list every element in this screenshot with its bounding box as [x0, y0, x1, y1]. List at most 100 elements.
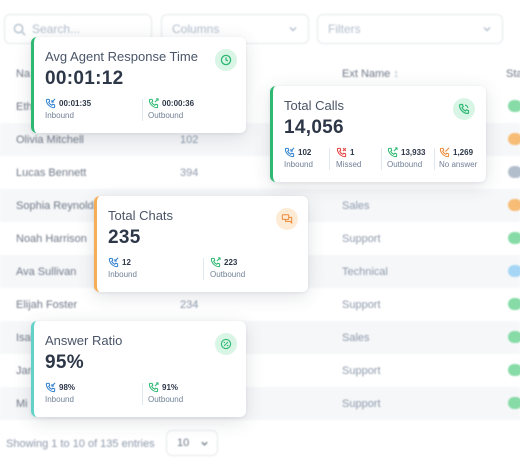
phone-inbound-icon [108, 257, 119, 268]
status-icon [508, 397, 520, 409]
outbound-value: 00:00:36 [162, 99, 195, 108]
outbound-label: Outbound [148, 111, 184, 120]
outbound-stat: 91% Outbound [148, 382, 183, 404]
answer-ratio-card: Answer Ratio 95% 98% Inbound 91% Outboun… [31, 321, 246, 417]
page-size-value: 10 [177, 437, 190, 449]
ext-name: Support [342, 233, 381, 245]
table-row[interactable]: Lucas Bennett 394 [0, 156, 520, 189]
no-answer-stat: 1,269 No answer [439, 147, 477, 169]
no-answer-label: No answer [439, 160, 478, 169]
inbound-value: 12 [122, 258, 131, 267]
total-chats-card: Total Chats 235 12 Inbound 223 Outbound [94, 196, 308, 292]
inbound-value: 98% [59, 383, 76, 392]
card-value: 235 [108, 227, 141, 248]
divider [142, 383, 143, 405]
agent-name: Sophia Reynolds [16, 200, 100, 212]
agent-name: Ava Sullivan [16, 266, 77, 278]
outbound-value: 13,933 [401, 148, 426, 157]
missed-value: 1 [350, 148, 355, 157]
extension: 102 [180, 134, 199, 146]
card-title: Total Calls [284, 98, 344, 113]
column-header-status[interactable]: Sta [506, 68, 520, 80]
agent-name: Olivia Mitchell [16, 134, 84, 146]
ext-name: Technical [342, 266, 388, 278]
inbound-label: Inbound [108, 270, 137, 279]
card-title: Avg Agent Response Time [45, 49, 198, 64]
outbound-stat: 13,933 Outbound [387, 147, 425, 169]
chevron-down-icon [289, 27, 297, 32]
status-icon [508, 298, 520, 310]
phone-outbound-icon [148, 98, 159, 109]
table-row[interactable]: Elijah Foster 234 Support [0, 288, 520, 321]
ext-name: Support [342, 398, 381, 410]
search-placeholder: Search... [32, 22, 81, 36]
inbound-value: 102 [298, 148, 312, 157]
column-header-ext-name[interactable]: Ext Name ↕ [342, 68, 399, 80]
card-title: Answer Ratio [45, 333, 123, 348]
divider [142, 99, 143, 121]
phone-inbound-icon [284, 147, 295, 158]
outbound-stat: 223 Outbound [210, 257, 245, 279]
chevron-down-icon [201, 441, 208, 446]
divider [434, 148, 435, 170]
status-icon [508, 331, 520, 343]
divider [329, 148, 330, 170]
clock-icon [215, 49, 237, 71]
agent-name: Noah Harrison [16, 233, 87, 245]
entries-info: Showing 1 to 10 of 135 entries [6, 438, 155, 450]
agent-name: Mi [16, 398, 28, 410]
ext-name: Sales [342, 332, 370, 344]
inbound-label: Inbound [284, 160, 313, 169]
filters-select[interactable]: Filters [317, 14, 503, 44]
inbound-value: 00:01:35 [59, 99, 92, 108]
inbound-stat: 12 Inbound [108, 257, 137, 279]
card-title: Total Chats [108, 208, 174, 223]
columns-label: Columns [172, 22, 220, 36]
status-icon [508, 100, 520, 112]
status-icon [508, 232, 520, 244]
page-size-select[interactable]: 10 [166, 430, 218, 456]
inbound-stat: 00:01:35 Inbound [45, 98, 91, 120]
missed-stat: 1 Missed [336, 147, 361, 169]
divider [203, 258, 204, 280]
outbound-value: 223 [224, 258, 238, 267]
divider [381, 148, 382, 170]
total-calls-card: Total Calls 14,056 102 Inbound 1 Missed … [270, 86, 486, 182]
no-answer-value: 1,269 [453, 148, 474, 157]
ext-name: Sales [342, 200, 370, 212]
phone-icon [453, 98, 475, 120]
status-icon [508, 199, 520, 211]
percent-icon [215, 333, 237, 355]
inbound-label: Inbound [45, 395, 74, 404]
extension: 394 [180, 167, 199, 179]
search-icon [13, 23, 26, 36]
outbound-label: Outbound [210, 270, 246, 279]
agent-name: Isal [16, 332, 34, 344]
agent-name: Elijah Foster [16, 299, 78, 311]
chevron-down-icon [483, 27, 491, 32]
column-header-name[interactable]: Na [16, 68, 31, 80]
status-icon [508, 364, 520, 376]
phone-outbound-icon [148, 382, 159, 393]
chat-icon [276, 208, 298, 230]
card-value: 00:01:12 [45, 68, 124, 89]
phone-missed-icon [336, 147, 347, 158]
phone-outbound-icon [210, 257, 221, 268]
inbound-stat: 102 Inbound [284, 147, 313, 169]
phone-no-answer-icon [439, 147, 450, 158]
table-row[interactable]: Noah Harrison Support [0, 222, 520, 255]
avg-response-time-card: Avg Agent Response Time 00:01:12 00:01:3… [31, 37, 246, 133]
table-header: Na Ext Name ↕ Sta [0, 58, 520, 90]
phone-outbound-icon [387, 147, 398, 158]
status-icon [508, 166, 520, 178]
agent-name: Lucas Bennett [16, 167, 87, 179]
inbound-label: Inbound [45, 111, 74, 120]
extension: 234 [180, 299, 199, 311]
phone-inbound-icon [45, 382, 56, 393]
filters-label: Filters [328, 22, 361, 36]
status-icon [508, 265, 520, 277]
phone-inbound-icon [45, 98, 56, 109]
table-row[interactable]: Eth [0, 90, 520, 123]
outbound-label: Outbound [148, 395, 184, 404]
ext-name: Support [342, 299, 381, 311]
